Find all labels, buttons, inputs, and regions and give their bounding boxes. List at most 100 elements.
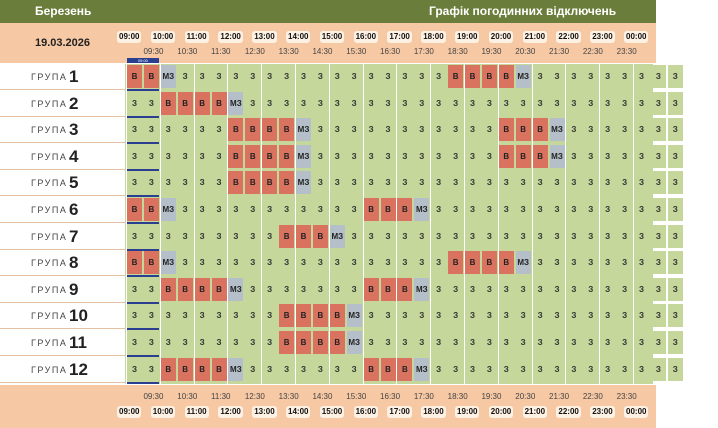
slot-cell-off: В: [296, 224, 311, 248]
slot-cell-on: З: [498, 224, 514, 248]
current-hour-underline: [127, 275, 159, 278]
slot-cell-on: З: [448, 144, 464, 168]
slot-cell-on: З: [634, 171, 649, 195]
slot-cell-off: В: [160, 91, 176, 115]
slot-cell-on: З: [481, 118, 497, 142]
slot-cell-off: В: [194, 277, 210, 301]
slot-cell-on: З: [329, 171, 345, 195]
group-word: ГРУПА: [31, 178, 68, 189]
slot-cell-on: З: [211, 198, 227, 221]
half-hour-label-top: 16:30: [380, 47, 401, 56]
slot-cell-off: В: [194, 91, 210, 115]
slot-cell-on: З: [532, 91, 548, 115]
slot-cell-off: В: [127, 251, 142, 275]
slot-cell-off: В: [312, 331, 328, 354]
slot-cell-on: З: [414, 118, 430, 142]
slot-cell-on: З: [262, 357, 278, 381]
slot-cell-off: В: [481, 251, 497, 275]
slot-cell-on: З: [667, 224, 683, 248]
slot-cell-off: В: [329, 304, 345, 328]
slot-cell-on: З: [650, 118, 666, 142]
group-row-label: ГРУПА 7: [0, 223, 125, 250]
slot-cell-on: З: [245, 198, 261, 221]
slot-cell-on: З: [346, 198, 362, 221]
slot-cell-on: З: [380, 331, 396, 354]
slot-cell-on: З: [245, 331, 261, 354]
slot-cell-on: З: [481, 304, 497, 328]
half-hour-label-bottom: 21:30: [549, 392, 570, 401]
slot-cell-off: В: [279, 331, 295, 354]
half-hour-label-bottom: 13:30: [278, 392, 299, 401]
slot-cell-on: З: [617, 331, 633, 354]
half-hour-label-bottom: 10:30: [177, 392, 198, 401]
slot-cell-on: З: [498, 357, 514, 381]
slot-cell-off: В: [465, 251, 480, 275]
slot-cell-on: З: [380, 118, 396, 142]
slot-cell-on: З: [481, 198, 497, 221]
slot-cell-off: В: [245, 144, 261, 168]
slot-cell-on: З: [397, 304, 413, 328]
half-hour-label-top: 12:30: [244, 47, 265, 56]
slot-cell-off: В: [498, 65, 514, 88]
slot-cell-on: З: [583, 144, 599, 168]
slot-cell-off: В: [465, 65, 480, 88]
slot-cell-on: З: [397, 251, 413, 275]
slot-cell-off: В: [160, 277, 176, 301]
slot-cell-on: З: [532, 331, 548, 354]
slot-cell-off: В: [143, 65, 159, 88]
slot-cell-on: З: [667, 198, 683, 221]
slot-cell-off: В: [211, 91, 227, 115]
slot-cell-on: З: [431, 331, 447, 354]
slot-cell-maybe: МЗ: [549, 144, 565, 168]
group-number: 12: [69, 359, 88, 379]
hour-label-bottom: 10:00: [150, 406, 176, 418]
half-hour-label-bottom: 19:30: [481, 392, 502, 401]
slot-cell-on: З: [566, 144, 582, 168]
slot-cell-off: В: [515, 118, 531, 142]
slot-cell-on: З: [650, 277, 666, 301]
slot-cell-on: З: [211, 65, 227, 88]
slot-cell-on: З: [566, 331, 582, 354]
slot-cell-on: З: [262, 91, 278, 115]
slot-cell-on: З: [414, 331, 430, 354]
slot-cell-maybe: МЗ: [296, 118, 311, 142]
schedule-title: Графік погодинних відключень: [429, 4, 617, 18]
group-number: 3: [69, 120, 79, 140]
slot-cell-off: В: [127, 198, 142, 221]
current-hour-underline: [127, 89, 159, 91]
slot-cell-on: З: [211, 251, 227, 275]
slot-cell-on: З: [228, 198, 244, 221]
slot-cell-maybe: МЗ: [414, 198, 430, 221]
slot-cell-on: З: [481, 171, 497, 195]
group-word: ГРУПА: [31, 284, 68, 295]
slot-cell-on: З: [566, 304, 582, 328]
current-hour-underline: [127, 248, 159, 251]
slot-cell-on: З: [448, 171, 464, 195]
slot-cell-on: З: [448, 331, 464, 354]
slot-cell-off: В: [228, 171, 244, 195]
slot-cell-on: З: [650, 65, 666, 88]
hour-separator: [126, 64, 127, 385]
slot-cell-maybe: МЗ: [160, 251, 176, 275]
slot-cell-on: З: [465, 144, 480, 168]
slot-cell-maybe: МЗ: [296, 144, 311, 168]
slot-cell-on: З: [127, 144, 142, 168]
half-hour-label-bottom: 15:30: [346, 392, 367, 401]
slot-cell-on: З: [177, 198, 193, 221]
slot-cell-on: З: [448, 304, 464, 328]
slot-cell-on: З: [431, 198, 447, 221]
hour-separator: [666, 64, 668, 385]
slot-cell-on: З: [160, 144, 176, 168]
hour-separator: [328, 64, 330, 385]
slot-cell-on: З: [549, 331, 565, 354]
slot-cell-off: В: [498, 118, 514, 142]
hour-label-bottom: 17:00: [387, 406, 412, 418]
slot-cell-maybe: МЗ: [160, 198, 176, 221]
group-number: 2: [69, 93, 79, 113]
slot-cell-on: З: [312, 251, 328, 275]
slot-cell-on: З: [312, 171, 328, 195]
slot-cell-on: З: [583, 118, 599, 142]
slot-cell-on: З: [549, 357, 565, 381]
slot-cell-on: З: [245, 91, 261, 115]
hour-label-top: 22:00: [556, 31, 581, 43]
